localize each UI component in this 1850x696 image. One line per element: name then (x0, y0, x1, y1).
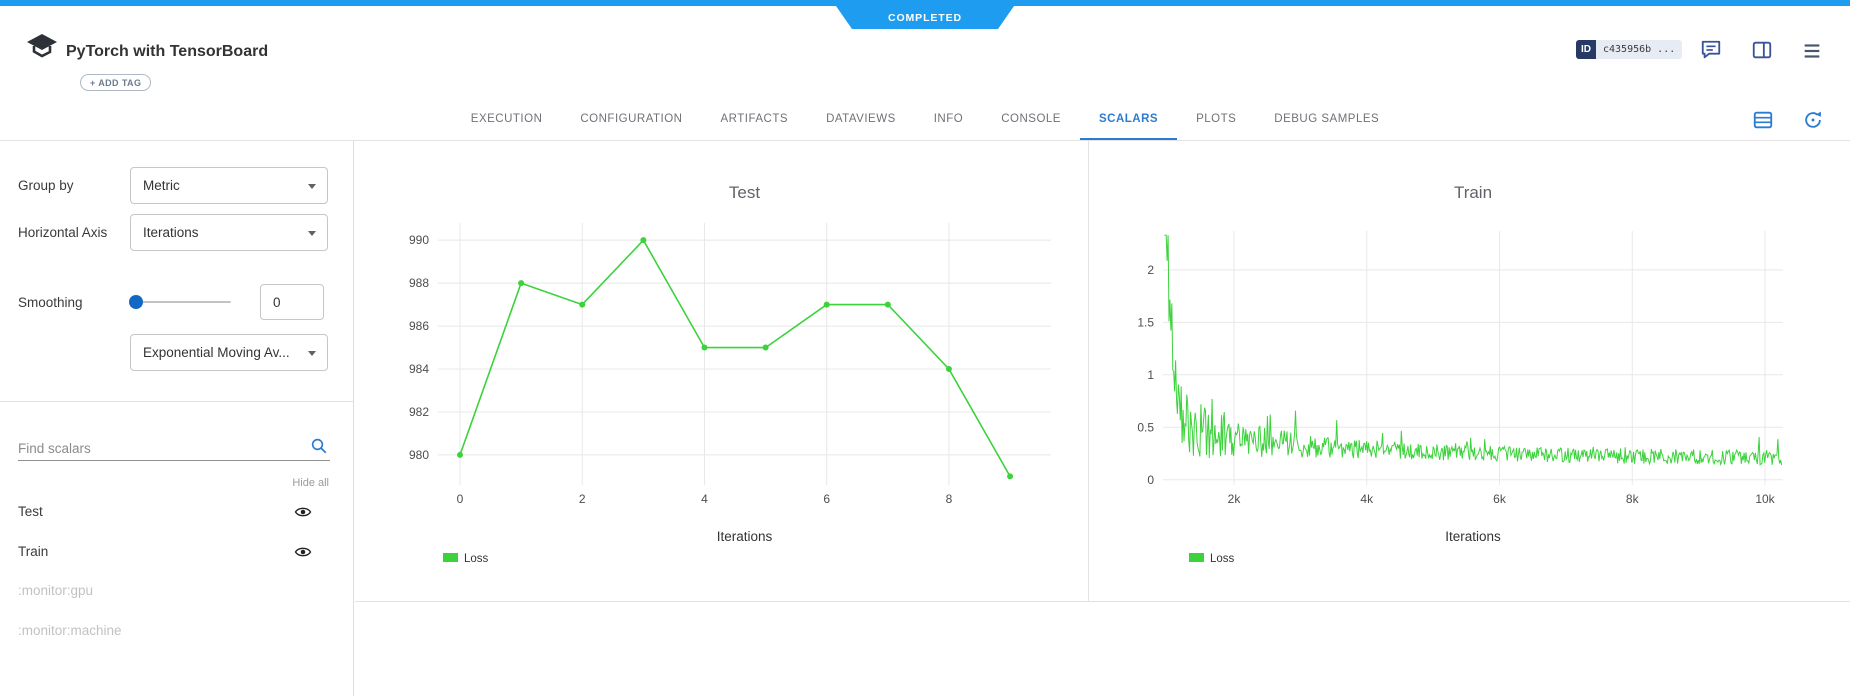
chevron-down-icon (308, 183, 316, 189)
tab-plots[interactable]: PLOTS (1196, 113, 1237, 125)
metric-row-train: Train (18, 542, 330, 562)
search-input[interactable] (18, 441, 298, 456)
metric-label[interactable]: Train (18, 544, 49, 559)
find-scalars-box (18, 430, 330, 461)
smoothing-slider-thumb[interactable] (129, 295, 143, 309)
chart-divider-vertical (1088, 141, 1089, 601)
view-controls (1752, 109, 1824, 131)
metric-row-test: Test (18, 502, 330, 522)
svg-text:2k: 2k (1228, 492, 1242, 506)
experiment-title: PyTorch with TensorBoard (66, 43, 269, 60)
status-strip (0, 0, 1850, 6)
horizontal-axis-select[interactable]: Iterations (130, 214, 328, 251)
svg-text:980: 980 (409, 448, 429, 462)
train-loss-chart[interactable]: 0 0.5 1 1.5 2 2k 4k 6k 8k 10k Train Iterations Loss (1089, 141, 1850, 601)
svg-text:2: 2 (1147, 263, 1154, 277)
svg-text:0.5: 0.5 (1137, 420, 1154, 434)
svg-text:8k: 8k (1626, 492, 1640, 506)
svg-text:982: 982 (409, 405, 429, 419)
svg-text:Iterations: Iterations (717, 529, 773, 544)
svg-text:Loss: Loss (464, 553, 489, 565)
group-by-select[interactable]: Metric (130, 167, 328, 204)
svg-text:1: 1 (1147, 368, 1154, 382)
svg-text:Train: Train (1454, 183, 1492, 202)
tab-debug-samples[interactable]: DEBUG SAMPLES (1274, 113, 1380, 125)
charts-area: 980 982 984 986 988 990 0 2 4 6 8 Test Iterations Los… (355, 141, 1850, 696)
tab-dataviews[interactable]: DATAVIEWS (826, 113, 896, 125)
add-tag-button[interactable]: + ADD TAG (80, 74, 152, 91)
visibility-icon[interactable] (294, 543, 312, 561)
comment-icon[interactable] (1700, 39, 1722, 61)
svg-text:986: 986 (409, 319, 429, 333)
table-view-icon[interactable] (1752, 109, 1774, 131)
svg-text:Iterations: Iterations (1445, 529, 1501, 544)
svg-text:Loss: Loss (1210, 553, 1235, 565)
tab-info[interactable]: INFO (933, 113, 964, 125)
svg-text:8: 8 (946, 492, 953, 506)
tab-artifacts[interactable]: ARTIFACTS (720, 113, 789, 125)
svg-text:2: 2 (579, 492, 586, 506)
horizontal-axis-label: Horizontal Axis (18, 225, 108, 240)
id-label: ID (1576, 40, 1596, 59)
app-logo-icon (27, 34, 57, 58)
experiment-id-badge[interactable]: ID c435956b ... (1576, 40, 1683, 59)
metric-row-monitor-machine: :monitor:machine (18, 621, 330, 641)
svg-text:4: 4 (701, 492, 708, 506)
metric-label[interactable]: :monitor:machine (18, 623, 122, 638)
tab-execution[interactable]: EXECUTION (470, 113, 543, 125)
svg-text:990: 990 (409, 233, 429, 247)
smoothing-slider-track[interactable] (129, 295, 231, 309)
search-icon[interactable] (310, 437, 328, 455)
tab-console[interactable]: CONSOLE (1001, 113, 1061, 125)
chevron-down-icon (308, 230, 316, 236)
svg-text:988: 988 (409, 276, 429, 290)
chart-divider-horizontal (355, 601, 1850, 602)
sidebar-divider (0, 401, 353, 402)
svg-text:4k: 4k (1360, 492, 1374, 506)
group-by-label: Group by (18, 178, 74, 193)
smoothing-method-value: Exponential Moving Av... (143, 345, 290, 360)
tab-bar: EXECUTION CONFIGURATION ARTIFACTS DATAVI… (0, 100, 1850, 141)
svg-text:6k: 6k (1493, 492, 1507, 506)
svg-text:0: 0 (457, 492, 464, 506)
tab-configuration[interactable]: CONFIGURATION (580, 113, 683, 125)
status-badge: COMPLETED (836, 6, 1014, 29)
svg-text:Test: Test (729, 183, 760, 202)
smoothing-label: Smoothing (18, 295, 83, 310)
metric-row-monitor-gpu: :monitor:gpu (18, 581, 330, 601)
group-by-value: Metric (143, 178, 180, 193)
svg-text:0: 0 (1147, 473, 1154, 487)
id-value: c435956b ... (1596, 40, 1683, 59)
horizontal-axis-value: Iterations (143, 225, 199, 240)
layout-panel-icon[interactable] (1751, 39, 1773, 61)
chevron-down-icon (308, 350, 316, 356)
svg-text:6: 6 (823, 492, 830, 506)
scalars-sidebar: Group by Metric Horizontal Axis Iteratio… (0, 141, 354, 696)
svg-text:984: 984 (409, 362, 429, 376)
metric-label[interactable]: Test (18, 504, 43, 519)
svg-text:1.5: 1.5 (1137, 315, 1154, 329)
metric-label[interactable]: :monitor:gpu (18, 583, 94, 598)
smoothing-method-select[interactable]: Exponential Moving Av... (130, 334, 328, 371)
svg-text:10k: 10k (1755, 492, 1775, 506)
hide-all-link[interactable]: Hide all (292, 477, 329, 489)
smoothing-value-input[interactable] (260, 284, 324, 320)
visibility-icon[interactable] (294, 503, 312, 521)
menu-icon[interactable] (1801, 40, 1823, 62)
auto-refresh-icon[interactable] (1802, 109, 1824, 131)
tab-scalars[interactable]: SCALARS (1079, 100, 1178, 140)
test-loss-chart[interactable]: 980 982 984 986 988 990 0 2 4 6 8 Test Iterations Los… (355, 141, 1089, 601)
